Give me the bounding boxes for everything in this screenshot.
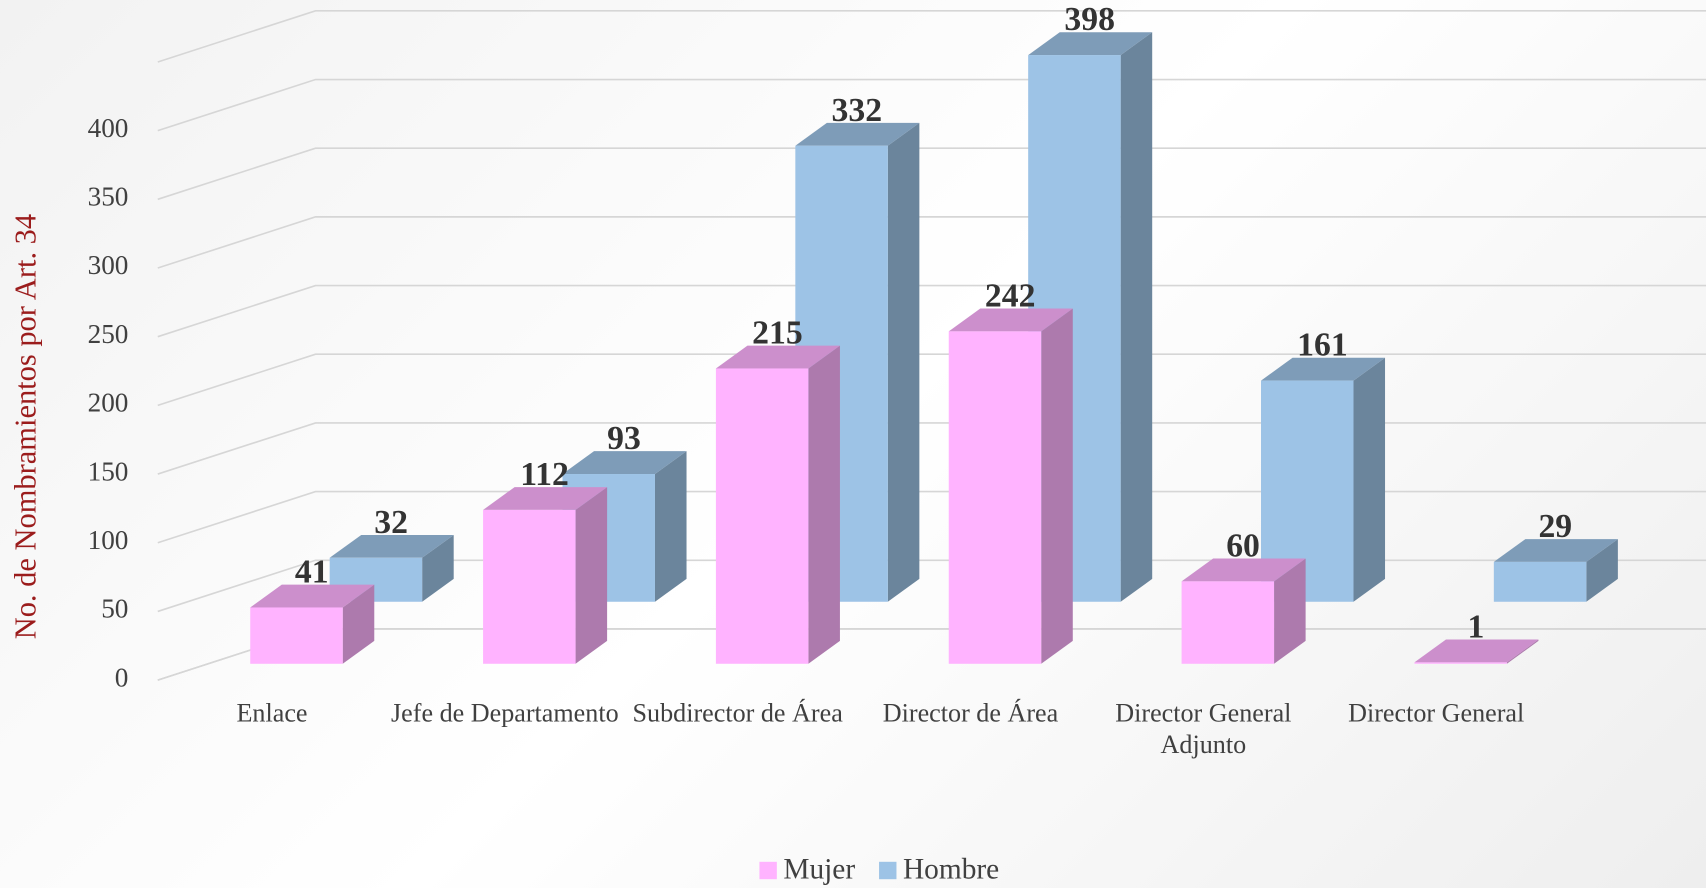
bar-side <box>1121 32 1153 602</box>
value-label: 93 <box>607 420 641 457</box>
value-label: 41 <box>295 554 329 591</box>
grid-line <box>158 148 1706 199</box>
y-tick-label: 100 <box>88 525 129 555</box>
value-label: 29 <box>1538 508 1572 545</box>
value-label: 161 <box>1297 327 1348 364</box>
page: No. de Nombramientos por Art. 34 0 50 100 1… <box>0 0 1706 888</box>
bar-front <box>1494 562 1586 602</box>
x-tick-label: Jefe de Departamento <box>391 699 619 731</box>
y-tick-label: 250 <box>88 319 129 349</box>
x-tick-box: Director General Adjunto <box>1089 699 1317 775</box>
grid-line <box>158 354 1706 405</box>
bar <box>1494 539 1618 602</box>
grid-line <box>158 423 1706 474</box>
bar-front <box>716 368 808 663</box>
y-tick-label: 0 <box>115 662 129 692</box>
bar-front <box>949 331 1041 663</box>
wall-top <box>158 11 1706 62</box>
x-tick-box: Director General <box>1322 699 1550 775</box>
bar-side <box>655 451 687 602</box>
x-tick-box: Jefe de Departamento <box>391 699 619 775</box>
x-tick-box: Subdirector de Área <box>623 699 851 775</box>
x-tick-box: Director de Área <box>856 699 1084 775</box>
bar <box>949 309 1073 664</box>
y-tick-label: 400 <box>88 113 129 143</box>
chart: No. de Nombramientos por Art. 34 0 50 100 1… <box>0 0 1706 888</box>
value-label: 60 <box>1226 527 1260 564</box>
x-tick-label: Director General <box>1322 699 1550 731</box>
bar-side <box>888 123 920 602</box>
bar-front <box>250 607 342 663</box>
value-label: 32 <box>374 504 408 541</box>
bar-front <box>1182 581 1274 663</box>
bar <box>483 487 607 664</box>
y-tick-label: 300 <box>88 250 129 280</box>
x-tick-box: Enlace <box>158 699 386 775</box>
bar-front <box>483 510 575 664</box>
legend-swatch <box>759 862 776 879</box>
grid-line <box>158 217 1706 268</box>
bar <box>1182 559 1306 664</box>
value-label: 1 <box>1467 608 1484 645</box>
y-tick-label: 200 <box>88 388 129 418</box>
legend-label: Mujer <box>783 853 855 885</box>
value-label: 332 <box>832 92 883 129</box>
y-tick-label: 50 <box>101 594 128 624</box>
bar-side <box>576 487 608 664</box>
y-tick-label: 350 <box>88 182 129 212</box>
value-label: 398 <box>1064 1 1115 38</box>
y-axis-title: No. de Nombramientos por Art. 34 <box>8 214 42 639</box>
bar <box>250 585 374 664</box>
value-label: 112 <box>520 456 569 493</box>
x-tick-label: Enlace <box>158 699 386 731</box>
grid-line <box>158 80 1706 131</box>
x-tick-label: Director de Área <box>856 699 1084 731</box>
legend-swatch <box>879 862 896 879</box>
grid-line <box>158 286 1706 337</box>
x-tick-label: Director General Adjunto <box>1089 699 1317 762</box>
bars <box>250 32 1618 664</box>
bar-side <box>1041 309 1073 664</box>
bar <box>716 346 840 664</box>
value-label: 215 <box>752 315 803 352</box>
bar-front <box>1414 662 1506 663</box>
value-label: 242 <box>985 277 1036 314</box>
x-tick-label: Subdirector de Área <box>623 699 851 731</box>
y-tick-label: 150 <box>88 456 129 486</box>
bar-side <box>1353 358 1385 602</box>
bar-side <box>808 346 840 664</box>
legend-label: Hombre <box>903 853 999 885</box>
